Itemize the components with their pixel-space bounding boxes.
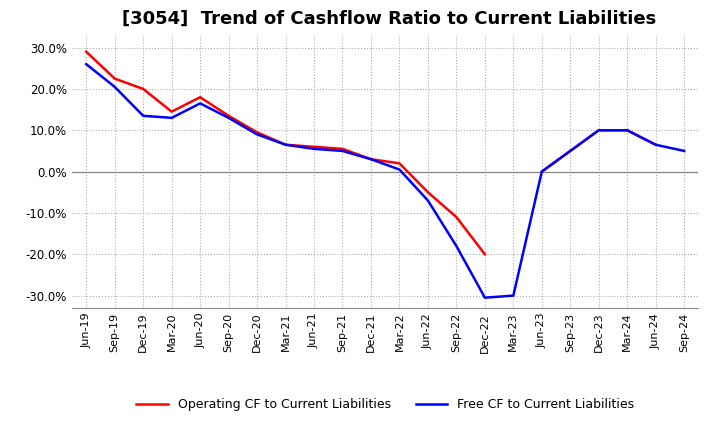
Operating CF to Current Liabilities	[395, 161, 404, 166]
Free CF to Current Liabilities	[225, 115, 233, 121]
Line: Free CF to Current Liabilities: Free CF to Current Liabilities	[86, 64, 684, 298]
Legend: Operating CF to Current Liabilities, Free CF to Current Liabilities: Operating CF to Current Liabilities, Fre…	[131, 393, 639, 416]
Free CF to Current Liabilities	[537, 169, 546, 174]
Free CF to Current Liabilities	[680, 148, 688, 154]
Free CF to Current Liabilities	[452, 243, 461, 249]
Free CF to Current Liabilities	[310, 146, 318, 151]
Free CF to Current Liabilities	[652, 142, 660, 147]
Free CF to Current Liabilities	[253, 132, 261, 137]
Free CF to Current Liabilities	[82, 62, 91, 67]
Free CF to Current Liabilities	[423, 198, 432, 203]
Free CF to Current Liabilities	[395, 167, 404, 172]
Operating CF to Current Liabilities	[139, 86, 148, 92]
Free CF to Current Liabilities	[167, 115, 176, 121]
Free CF to Current Liabilities	[110, 84, 119, 89]
Free CF to Current Liabilities	[338, 148, 347, 154]
Operating CF to Current Liabilities	[423, 190, 432, 195]
Operating CF to Current Liabilities	[82, 49, 91, 55]
Operating CF to Current Liabilities	[338, 146, 347, 151]
Operating CF to Current Liabilities	[310, 144, 318, 150]
Line: Operating CF to Current Liabilities: Operating CF to Current Liabilities	[86, 52, 485, 254]
Operating CF to Current Liabilities	[366, 157, 375, 162]
Free CF to Current Liabilities	[480, 295, 489, 301]
Operating CF to Current Liabilities	[196, 95, 204, 100]
Text: [3054]  Trend of Cashflow Ratio to Current Liabilities: [3054] Trend of Cashflow Ratio to Curren…	[122, 10, 657, 28]
Free CF to Current Liabilities	[595, 128, 603, 133]
Operating CF to Current Liabilities	[167, 109, 176, 114]
Operating CF to Current Liabilities	[282, 142, 290, 147]
Operating CF to Current Liabilities	[480, 252, 489, 257]
Free CF to Current Liabilities	[196, 101, 204, 106]
Operating CF to Current Liabilities	[253, 130, 261, 135]
Free CF to Current Liabilities	[566, 148, 575, 154]
Operating CF to Current Liabilities	[110, 76, 119, 81]
Free CF to Current Liabilities	[282, 142, 290, 147]
Operating CF to Current Liabilities	[225, 113, 233, 118]
Free CF to Current Liabilities	[139, 113, 148, 118]
Operating CF to Current Liabilities	[452, 214, 461, 220]
Free CF to Current Liabilities	[366, 157, 375, 162]
Free CF to Current Liabilities	[509, 293, 518, 298]
Free CF to Current Liabilities	[623, 128, 631, 133]
